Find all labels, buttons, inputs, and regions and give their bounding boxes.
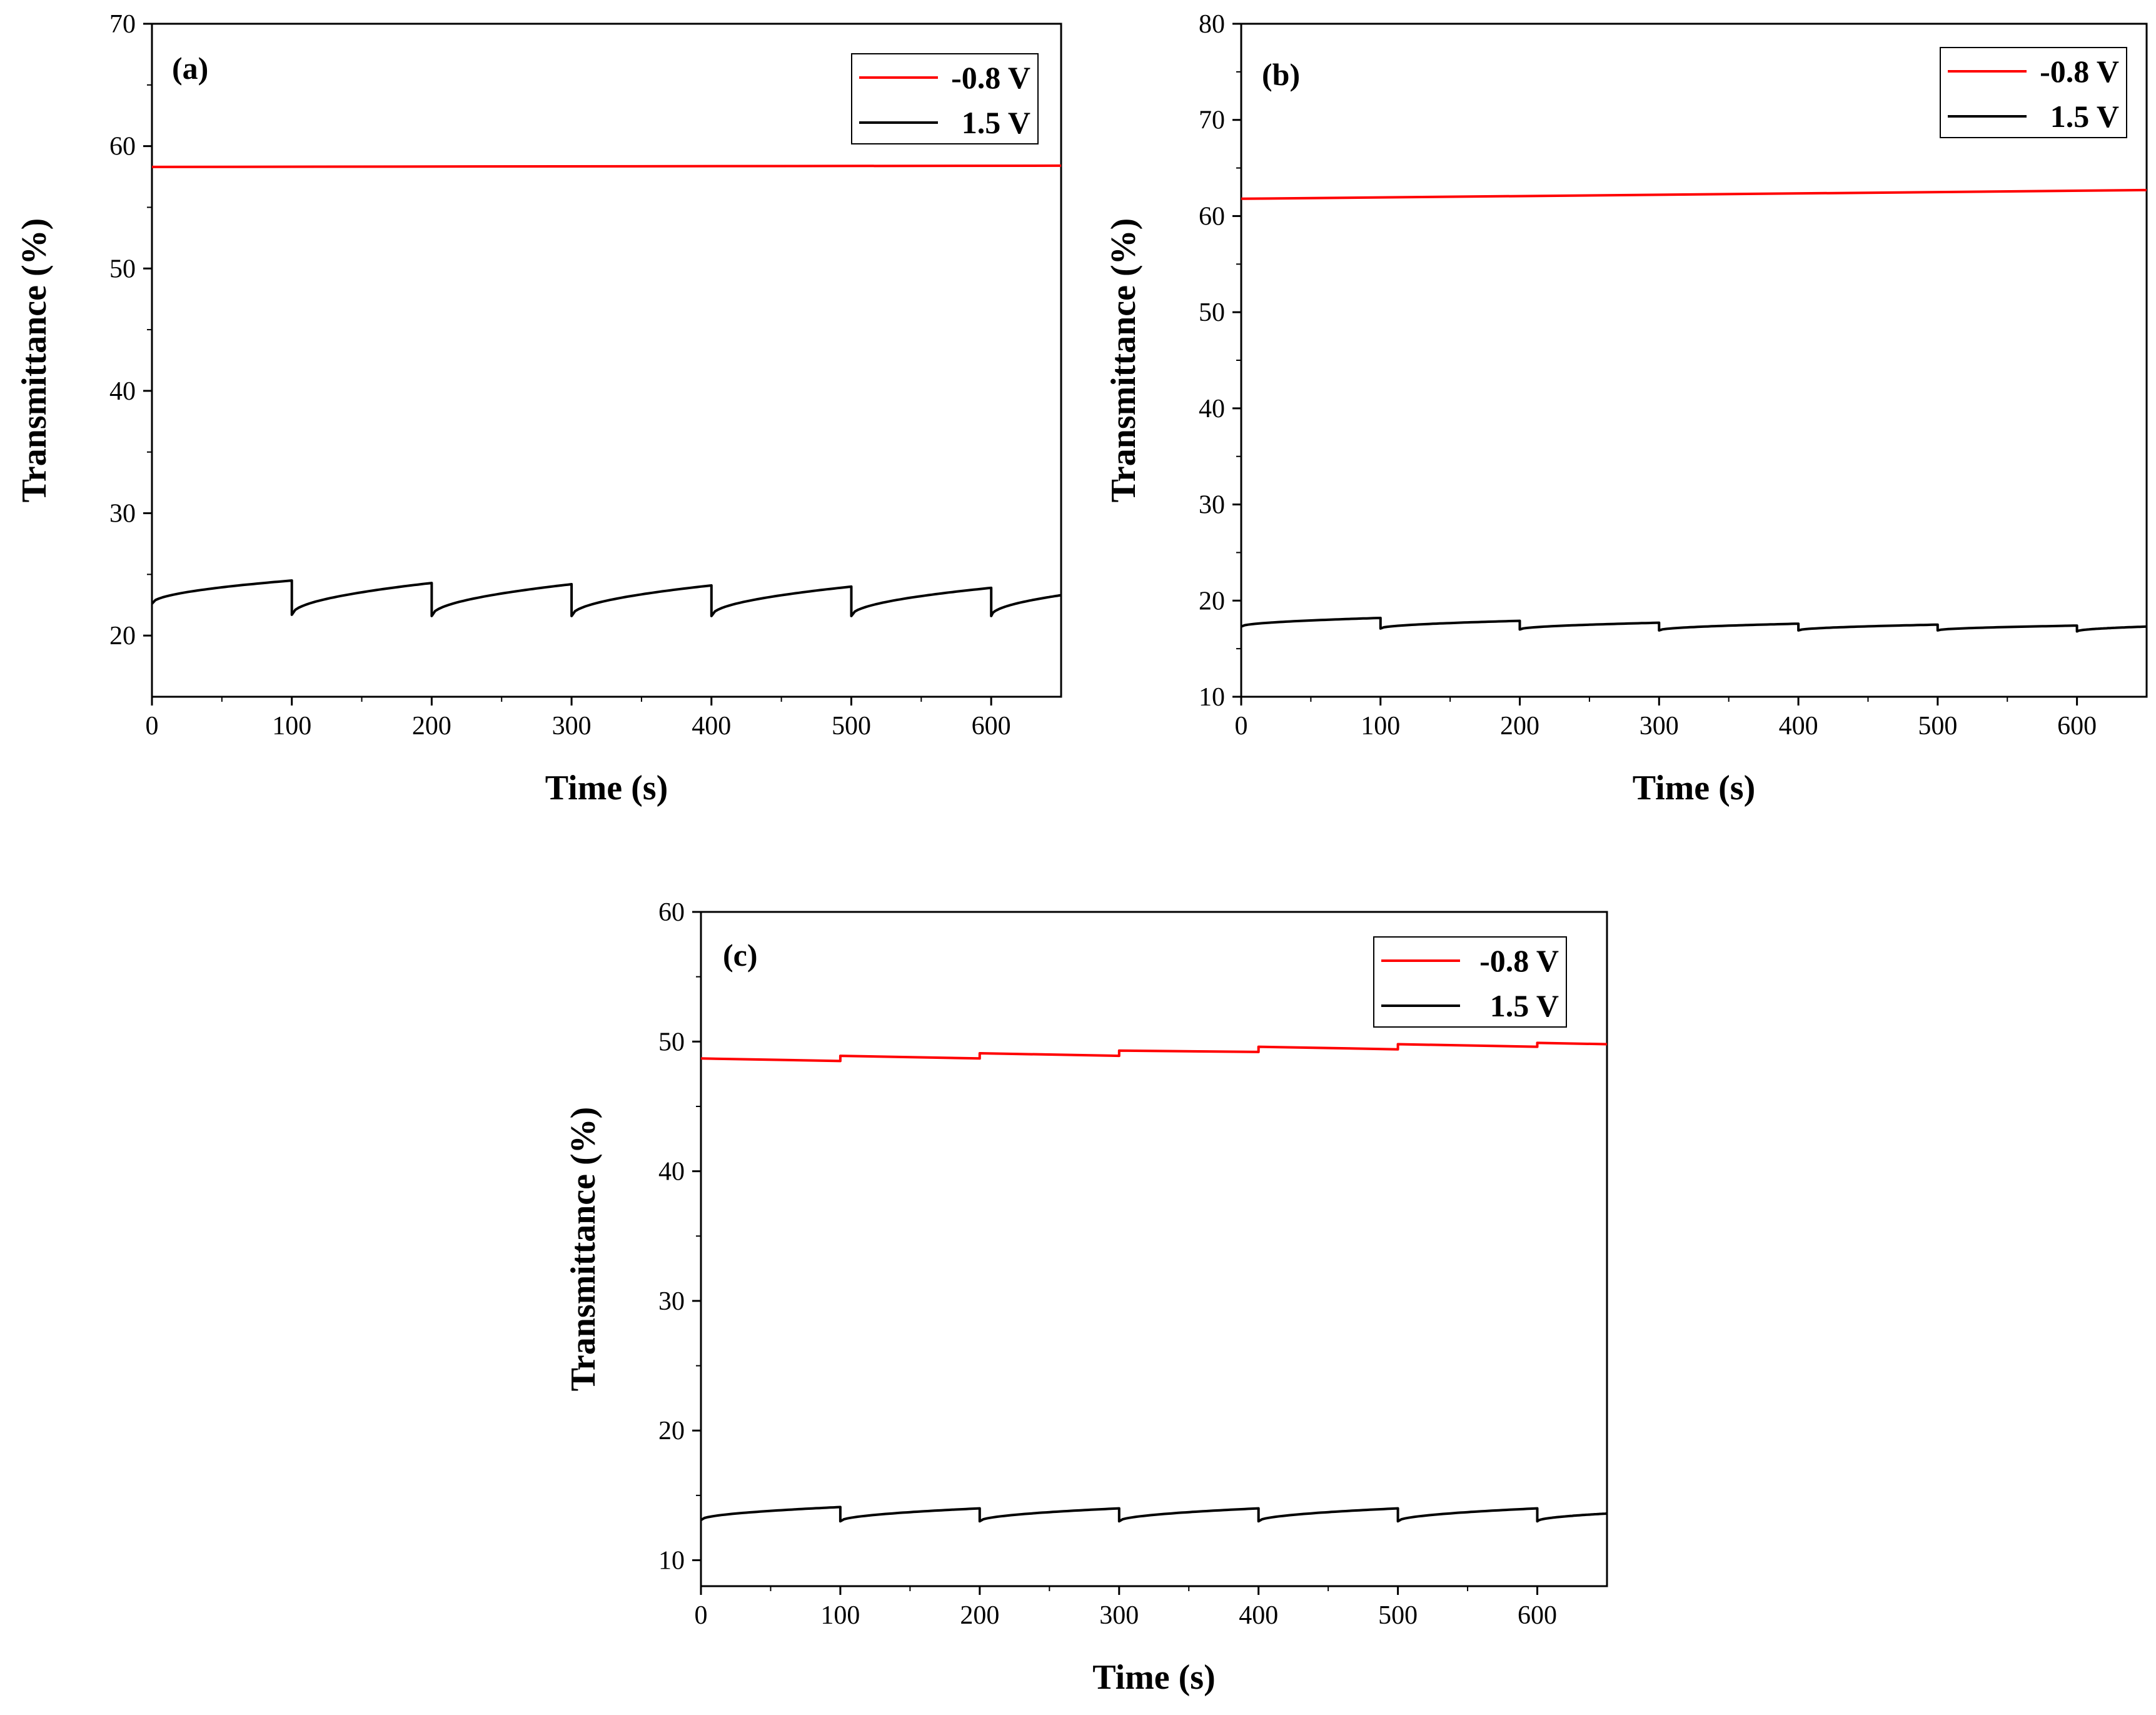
- x-tick-label: 300: [552, 712, 592, 741]
- x-tick-label: 200: [1500, 712, 1539, 741]
- x-axis-title: Time (s): [545, 769, 668, 807]
- x-tick-label: 600: [972, 712, 1011, 741]
- x-tick-label: 200: [412, 712, 451, 741]
- chart-panel-b: 0 100 200 300 400 500 600 10 20 30 40 50 60 70 80 Time …: [1104, 10, 2148, 807]
- x-tick-label: 0: [1235, 712, 1248, 741]
- panel-label: (b): [1262, 57, 1300, 92]
- y-tick-label: 70: [1199, 106, 1225, 135]
- x-tick-label: 400: [1239, 1601, 1278, 1630]
- y-tick-label: 80: [1199, 10, 1225, 39]
- legend: -0.8 V 1.5 V: [851, 53, 1039, 144]
- legend: -0.8 V 1.5 V: [1373, 936, 1567, 1028]
- y-tick-label: 50: [1199, 298, 1225, 327]
- x-tick-label: 600: [1518, 1601, 1557, 1630]
- x-tick-label: 500: [832, 712, 871, 741]
- series-line-1-5v: [700, 1505, 1608, 1523]
- legend: -0.8 V 1.5 V: [1940, 47, 2127, 138]
- y-tick-label: 60: [658, 898, 685, 927]
- x-tick-label: 600: [2057, 712, 2097, 741]
- y-tick-label: 50: [658, 1028, 685, 1056]
- x-tick-label: 0: [146, 712, 159, 741]
- y-tick-label: 20: [1199, 587, 1225, 615]
- y-tick-label: 40: [658, 1158, 685, 1186]
- legend-label: -0.8 V: [1479, 943, 1559, 978]
- x-tick-label: 100: [1361, 712, 1400, 741]
- x-tick-label: 100: [820, 1601, 860, 1630]
- legend-box: [851, 53, 1039, 144]
- y-tick-label: 70: [109, 10, 136, 39]
- series-line-1-5v: [151, 579, 1062, 617]
- legend-label: 1.5 V: [962, 105, 1030, 140]
- legend-label: 1.5 V: [2050, 99, 2119, 134]
- y-axis-title: Transmittance (%): [1104, 218, 1143, 503]
- series-line-1-5v: [1241, 617, 2147, 633]
- y-tick-label: 20: [109, 622, 136, 650]
- chart-panel-a: 0 100 200 300 400 500 600 20 30 40 50 60 70 Time (s) T…: [15, 10, 1062, 807]
- y-tick-label: 60: [1199, 202, 1225, 231]
- y-tick-label: 60: [109, 133, 136, 161]
- y-tick-label: 30: [658, 1287, 685, 1316]
- x-axis-title: Time (s): [1092, 1658, 1216, 1697]
- y-tick-label: 40: [109, 377, 136, 406]
- legend-box: [1373, 936, 1567, 1028]
- x-tick-label: 300: [1640, 712, 1679, 741]
- panel-label: (a): [172, 51, 208, 86]
- y-tick-label: 30: [1199, 491, 1225, 520]
- legend-box: [1940, 47, 2127, 138]
- x-tick-label: 400: [1779, 712, 1818, 741]
- legend-label: 1.5 V: [1490, 988, 1559, 1023]
- y-tick-label: 30: [109, 500, 136, 529]
- x-tick-label: 200: [960, 1601, 999, 1630]
- x-tick-label: 0: [695, 1601, 708, 1630]
- x-tick-label: 400: [692, 712, 731, 741]
- x-axis-title: Time (s): [1633, 769, 1756, 807]
- series-line-neg-0-8v: [151, 164, 1062, 168]
- chart-panel-c: 0 100 200 300 400 500 600 10 20 30 40 50 60 Time (s) T…: [564, 898, 1608, 1697]
- x-tick-label: 500: [1918, 712, 1957, 741]
- y-tick-label: 40: [1199, 395, 1225, 423]
- series-line-neg-0-8v: [700, 1041, 1608, 1063]
- x-tick-label: 100: [272, 712, 311, 741]
- y-tick-label: 20: [658, 1417, 685, 1445]
- x-tick-label: 300: [1099, 1601, 1139, 1630]
- y-tick-label: 50: [109, 255, 136, 283]
- series-line-neg-0-8v: [1241, 188, 2147, 200]
- y-axis-title: Transmittance (%): [564, 1107, 603, 1392]
- y-tick-label: 10: [1199, 683, 1225, 712]
- plot-frame: [700, 911, 1608, 1587]
- x-tick-label: 500: [1378, 1601, 1418, 1630]
- y-tick-label: 10: [658, 1547, 685, 1576]
- panel-label: (c): [723, 938, 758, 973]
- legend-label: -0.8 V: [2040, 54, 2119, 89]
- plot-frame: [151, 23, 1062, 698]
- legend-label: -0.8 V: [951, 60, 1030, 95]
- y-axis-title: Transmittance (%): [15, 218, 54, 503]
